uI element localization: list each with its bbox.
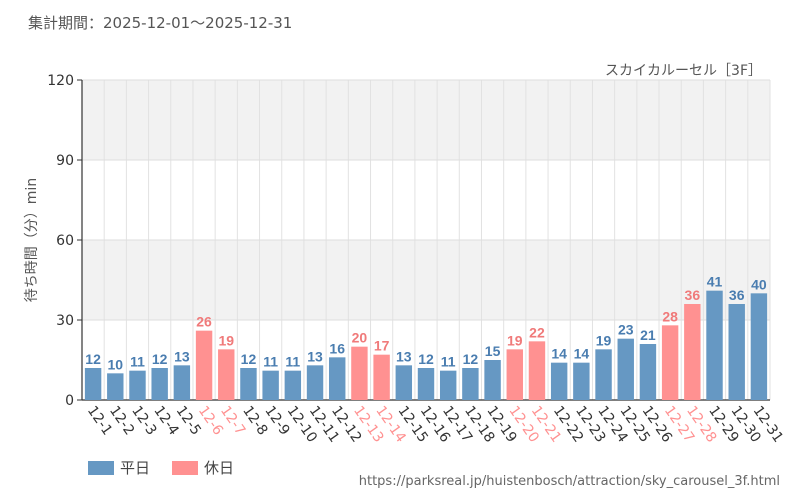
bar [684, 304, 701, 400]
legend-holiday: 休日 [172, 457, 234, 478]
bar-value-label: 15 [485, 343, 501, 359]
bar-value-label: 36 [729, 287, 745, 303]
attraction-name: スカイカルーセル［3F］ [605, 63, 762, 79]
legend-weekday-swatch [88, 460, 114, 475]
bar [218, 349, 235, 400]
bar [484, 360, 501, 400]
y-tick-label: 90 [56, 153, 74, 169]
bar-value-label: 13 [174, 348, 190, 364]
legend: 平日 休日 [88, 457, 234, 478]
y-tick-label: 60 [56, 233, 74, 249]
bar-value-label: 10 [108, 356, 124, 372]
bar-value-label: 14 [551, 346, 567, 362]
legend-weekday-label: 平日 [120, 459, 151, 477]
bar [262, 370, 279, 400]
bar [550, 362, 568, 400]
bar-value-label: 11 [263, 354, 278, 370]
bar-value-label: 40 [751, 276, 767, 292]
legend-holiday-swatch [172, 460, 199, 475]
bar-value-label: 14 [574, 346, 590, 362]
bar-value-label: 28 [662, 308, 678, 324]
legend-holiday-label: 休日 [204, 459, 235, 477]
bar [462, 368, 479, 400]
bar-value-label: 20 [352, 330, 368, 346]
plot-band [82, 160, 770, 240]
y-tick-label: 30 [56, 313, 74, 329]
bar-value-label: 16 [329, 340, 345, 356]
bar [417, 368, 435, 400]
bar [84, 368, 102, 400]
y-tick-label: 120 [47, 73, 74, 89]
bar-value-label: 21 [640, 327, 656, 343]
bar-value-label: 11 [285, 354, 300, 370]
bar-value-label: 12 [85, 351, 101, 367]
bar-value-label: 19 [218, 332, 234, 348]
bar-value-label: 12 [418, 351, 434, 367]
bar-value-label: 12 [152, 351, 168, 367]
bar [439, 370, 457, 400]
bar [706, 290, 723, 400]
bar-value-label: 17 [374, 338, 390, 354]
plot-band [82, 80, 770, 160]
bar-value-label: 23 [618, 322, 634, 338]
legend-weekday: 平日 [88, 457, 150, 478]
bar [173, 365, 191, 400]
period-label: 集計期間：2025-12-01～2025-12-31 [28, 14, 293, 32]
bar [750, 293, 768, 400]
bar-value-label: 12 [463, 351, 479, 367]
bar-value-label: 11 [130, 354, 145, 370]
bar [151, 368, 168, 400]
y-tick-label: 0 [65, 393, 74, 409]
bar-value-label: 19 [596, 332, 612, 348]
bar [639, 344, 657, 400]
bar [373, 354, 390, 400]
bar [284, 370, 302, 400]
bar [395, 365, 413, 400]
bar-value-label: 22 [529, 324, 545, 340]
bar-value-label: 13 [307, 348, 323, 364]
bar [107, 373, 124, 400]
bar [351, 346, 368, 400]
bar [306, 365, 324, 400]
bar [728, 304, 745, 400]
bar [129, 370, 146, 400]
bar-value-label: 13 [396, 348, 412, 364]
source-url[interactable]: https://parksreal.jp/huistenbosch/attrac… [358, 474, 780, 489]
bar-value-label: 41 [707, 274, 723, 290]
bar [617, 338, 634, 400]
bar-value-label: 26 [196, 314, 212, 330]
plot-band [82, 240, 770, 320]
bar-value-label: 19 [507, 332, 523, 348]
bar-value-label: 11 [441, 354, 456, 370]
bar [506, 349, 523, 400]
y-axis-label: 待ち時間（分）min [24, 178, 40, 302]
bar-value-label: 12 [241, 351, 257, 367]
bar [573, 362, 590, 400]
bar [528, 341, 546, 400]
bar-value-label: 36 [685, 287, 701, 303]
bar [595, 349, 612, 400]
bar [195, 330, 213, 400]
bar [240, 368, 257, 400]
bar [661, 325, 679, 400]
bar [329, 357, 346, 400]
